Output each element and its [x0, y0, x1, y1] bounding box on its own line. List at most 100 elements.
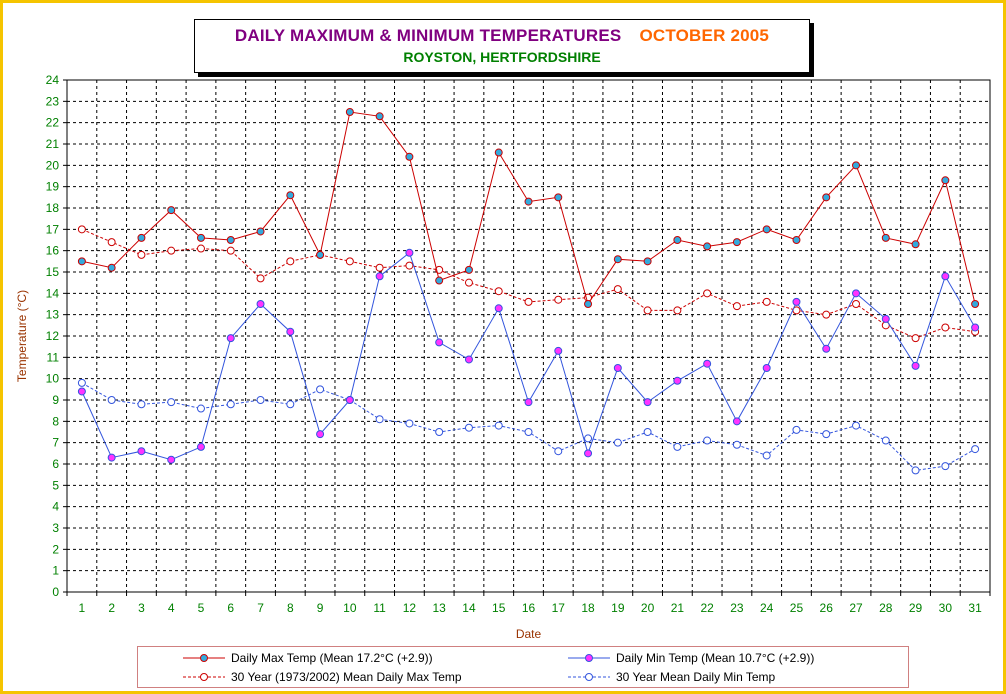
y-tick-label: 6	[52, 457, 59, 471]
legend-swatch-max	[183, 654, 225, 662]
series-0-point	[77, 257, 86, 266]
series-0-point	[613, 255, 622, 264]
series-2-point	[673, 306, 682, 315]
series-3-point	[226, 400, 235, 409]
series-1-point	[762, 364, 771, 372]
x-tick-label: 20	[641, 601, 655, 615]
x-tick-label: 9	[317, 601, 324, 615]
series-2-point	[494, 287, 503, 296]
series-3-point	[167, 398, 176, 407]
series-0-point	[941, 176, 950, 185]
y-tick-label: 18	[46, 201, 60, 215]
series-1-point	[524, 398, 533, 407]
series-2-point	[167, 246, 176, 255]
series-1-point	[971, 323, 980, 332]
series-3-point	[852, 421, 861, 430]
x-tick-label: 14	[462, 601, 476, 615]
series-0-point	[345, 108, 354, 116]
series-1-point	[345, 396, 354, 404]
series-0-point	[971, 300, 980, 308]
series-0-point	[584, 300, 593, 308]
series-2-point	[554, 295, 563, 304]
series-1-point	[822, 344, 831, 353]
series-3-point	[405, 419, 414, 428]
series-3-point	[732, 440, 741, 449]
y-axis-label: Temperature (°C)	[15, 290, 29, 382]
series-0-point	[405, 152, 414, 161]
x-tick-label: 30	[939, 601, 953, 615]
series-3-point	[286, 400, 295, 409]
series-0-point	[316, 250, 325, 259]
series-2-point	[941, 323, 950, 332]
series-0-point	[762, 225, 771, 234]
y-tick-label: 21	[46, 137, 60, 151]
series-1-point	[613, 364, 622, 372]
series-1-point	[286, 327, 295, 336]
y-tick-label: 19	[46, 180, 60, 194]
y-tick-label: 14	[46, 286, 60, 300]
y-tick-label: 5	[52, 478, 59, 492]
chart-title: DAILY MAXIMUM & MINIMUM TEMPERATURES OCTO…	[195, 26, 809, 46]
series-3-point	[881, 436, 890, 445]
series-2-point	[524, 297, 533, 306]
x-tick-label: 26	[820, 601, 834, 615]
series-3-point	[941, 462, 950, 471]
series-3-point	[375, 415, 384, 424]
series-2-point	[137, 250, 146, 259]
series-2-point	[375, 263, 384, 272]
title-month-text: OCTOBER 2005	[639, 26, 770, 45]
y-tick-label: 20	[46, 158, 60, 172]
y-tick-label: 7	[52, 436, 59, 450]
legend-label-max: Daily Max Temp (Mean 17.2°C (+2.9))	[231, 651, 433, 665]
legend-swatch-30yr-min	[568, 673, 610, 681]
series-2-point	[732, 302, 741, 311]
series-2-point	[852, 300, 861, 308]
legend-item-max: Daily Max Temp (Mean 17.2°C (+2.9))	[183, 649, 433, 667]
x-tick-label: 27	[849, 601, 863, 615]
series-1-point	[703, 359, 712, 368]
x-tick-label: 23	[730, 601, 744, 615]
series-1-point	[375, 272, 384, 281]
series-0-point	[167, 206, 176, 215]
legend-swatch-30yr-max	[183, 673, 225, 681]
series-3-point	[316, 385, 325, 394]
series-1-point	[405, 248, 414, 257]
series-3-point	[643, 428, 652, 436]
series-0-point	[196, 233, 205, 242]
series-2-point	[345, 257, 354, 266]
y-tick-label: 12	[46, 329, 60, 343]
series-1-point	[226, 334, 235, 343]
x-tick-label: 4	[168, 601, 175, 615]
y-tick-label: 4	[52, 500, 59, 514]
series-0-point	[524, 197, 533, 206]
series-2-point	[256, 274, 265, 283]
series-0-point	[226, 236, 235, 244]
series-1-point	[852, 289, 861, 298]
series-0-point	[911, 240, 920, 249]
y-tick-label: 17	[46, 222, 60, 236]
series-3-point	[554, 447, 563, 456]
series-1-point	[494, 304, 503, 313]
y-tick-label: 15	[46, 265, 60, 279]
legend-item-30yr-min: 30 Year Mean Daily Min Temp	[568, 668, 775, 686]
series-1-point	[167, 455, 176, 464]
chart-legend: Daily Max Temp (Mean 17.2°C (+2.9)) Dail…	[137, 646, 909, 688]
series-2-point	[405, 261, 414, 270]
series-1-point	[554, 346, 563, 355]
series-0-point	[703, 242, 712, 251]
series-3-point	[524, 428, 533, 436]
series-0-point	[881, 233, 890, 242]
series-3-point	[911, 466, 920, 475]
series-1-point	[792, 297, 801, 306]
series-1-point	[941, 272, 950, 281]
x-tick-label: 5	[198, 601, 205, 615]
series-2-point	[196, 244, 205, 253]
series-1-point	[137, 447, 146, 456]
x-tick-label: 18	[581, 601, 595, 615]
x-tick-label: 19	[611, 601, 625, 615]
x-tick-label: 12	[403, 601, 417, 615]
y-tick-label: 9	[52, 393, 59, 407]
x-tick-label: 25	[790, 601, 804, 615]
x-tick-label: 8	[287, 601, 294, 615]
series-2-point	[762, 297, 771, 306]
